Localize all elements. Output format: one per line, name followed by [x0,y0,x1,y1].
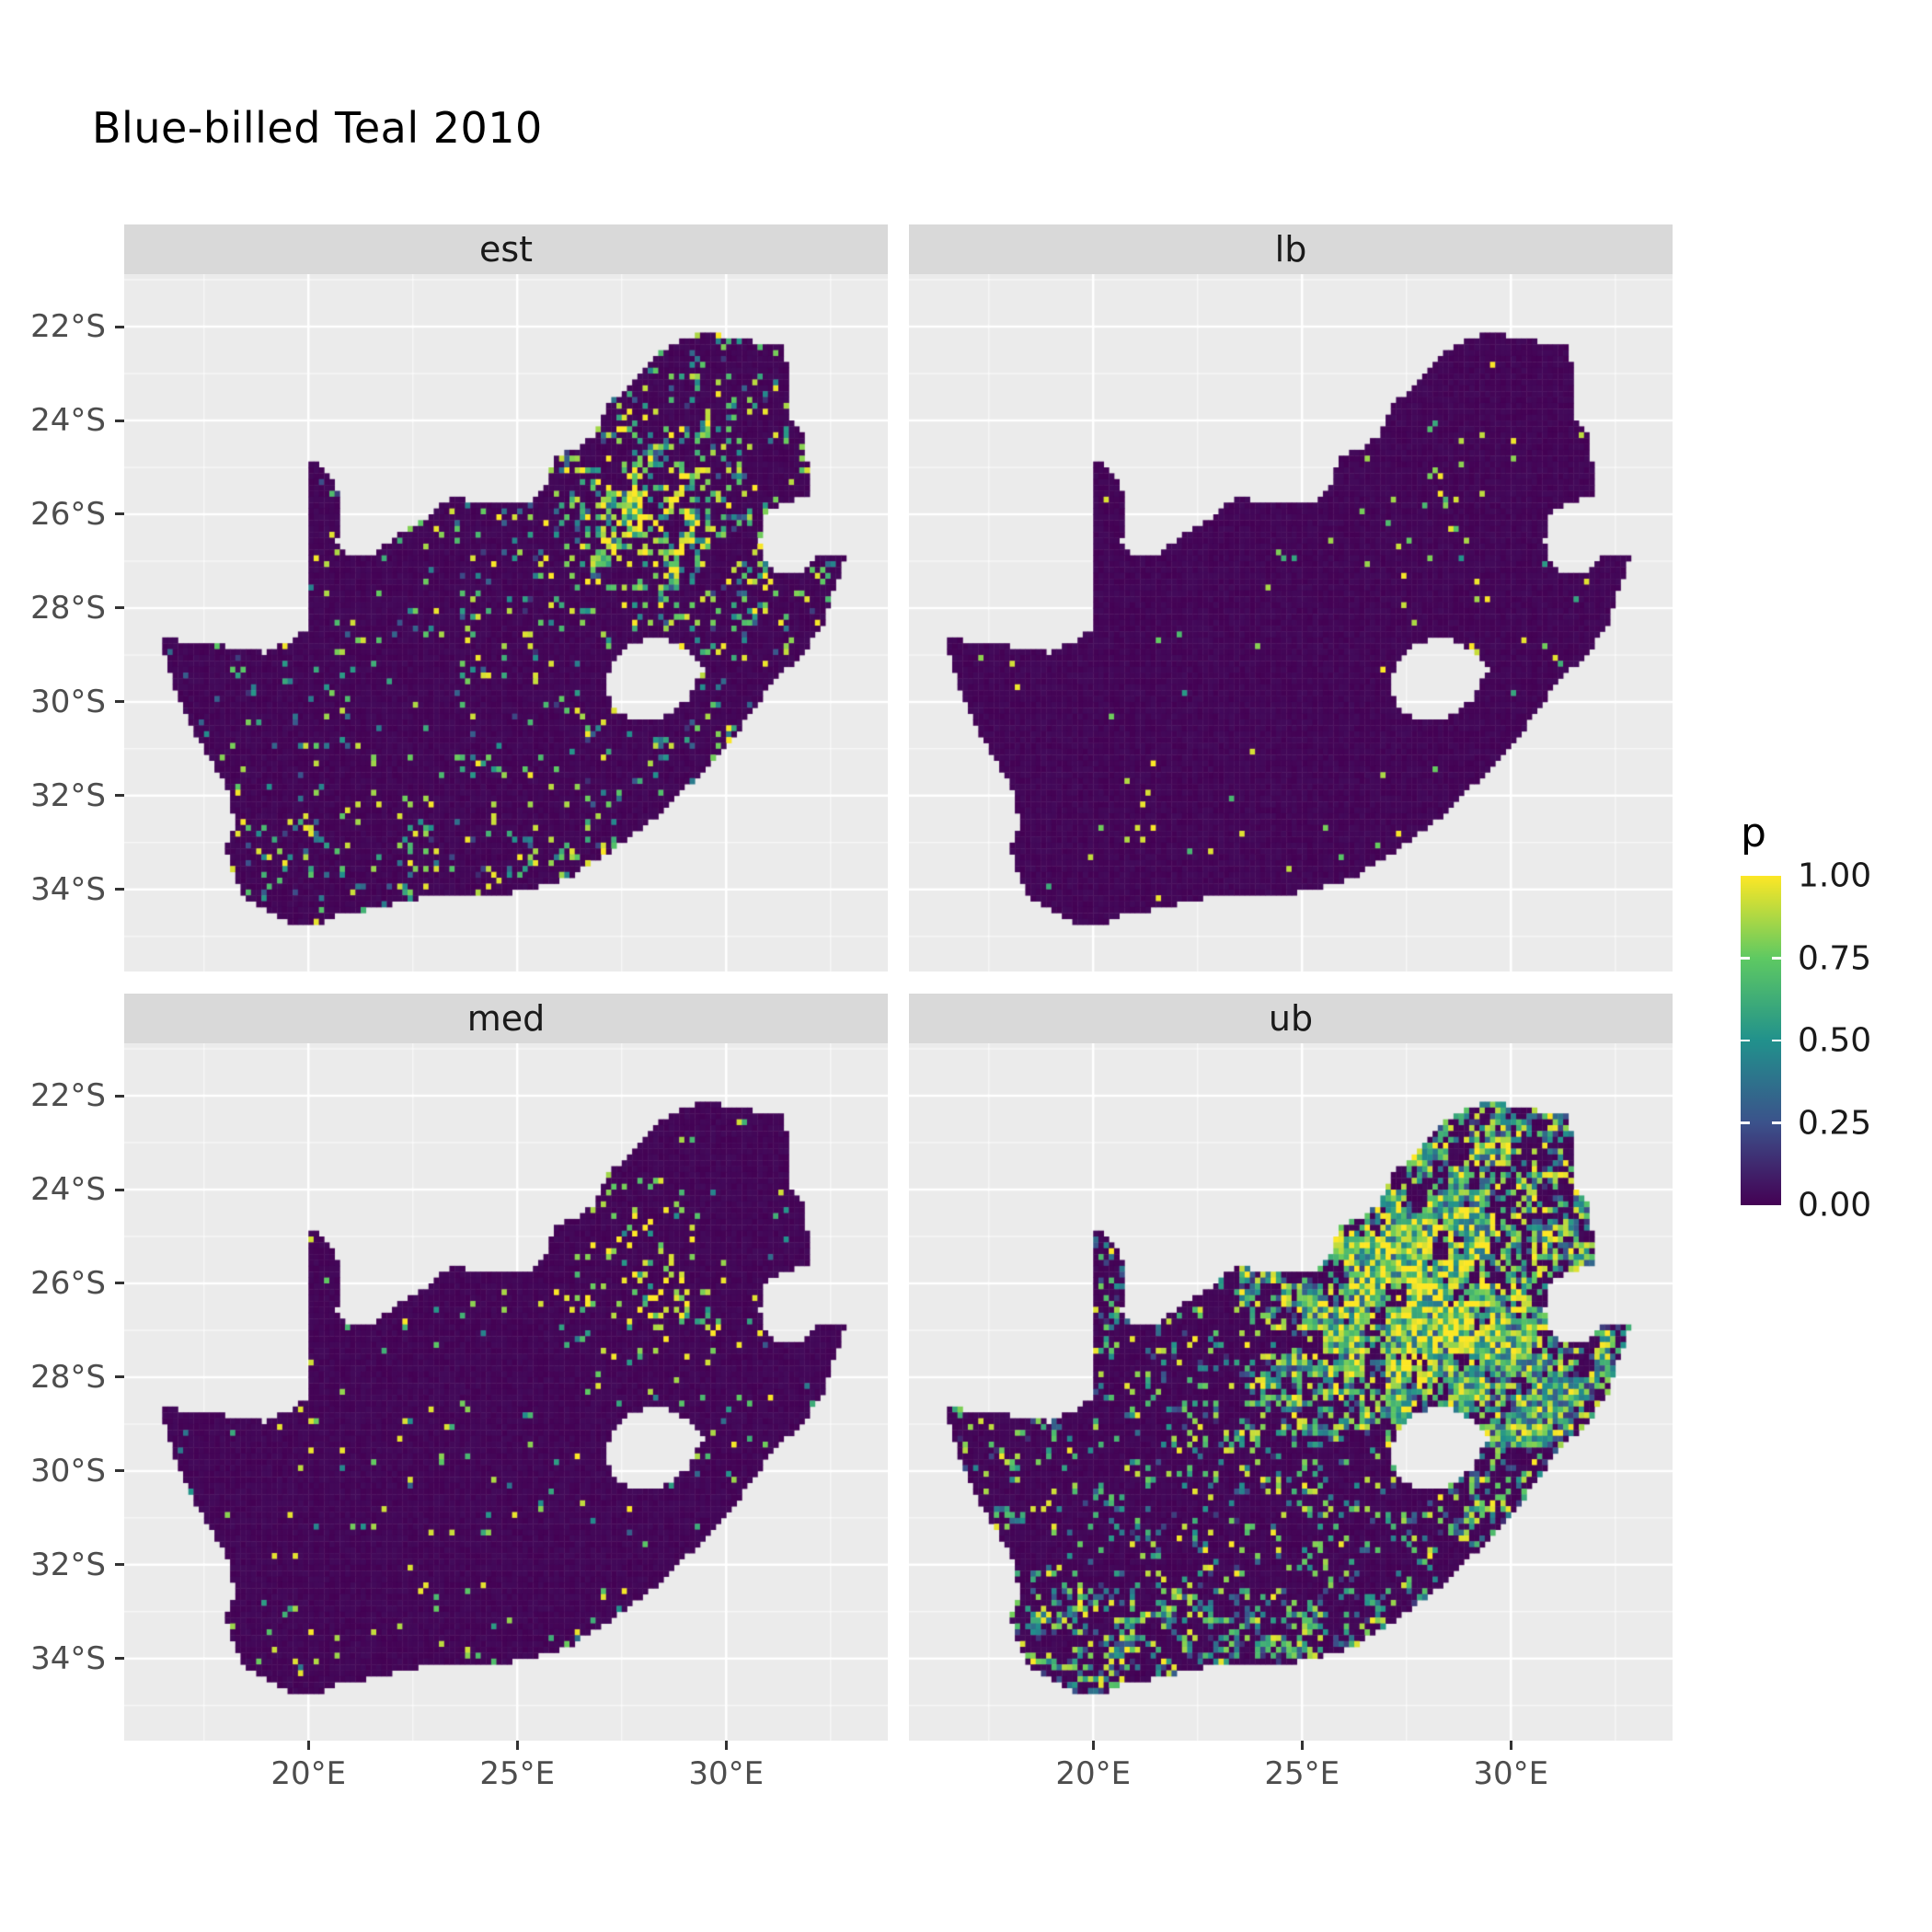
y-tick-label: 26°S [30,1264,106,1302]
legend-colorbar-tick [1741,957,1750,960]
facet-strip-est: est [124,224,888,274]
legend-tick-label: 1.00 [1798,857,1872,895]
legend-tick-label: 0.25 [1798,1104,1872,1142]
x-tick-label: 30°E [688,1755,765,1792]
x-tick-label: 20°E [1055,1755,1132,1792]
legend-colorbar-tick [1741,1121,1750,1124]
y-tick-mark [115,888,124,891]
map-panel-med [124,1043,888,1741]
y-tick-mark [115,606,124,610]
legend-tick-label: 0.75 [1798,939,1872,977]
y-tick-label: 22°S [30,1077,106,1115]
y-tick-label: 34°S [30,1639,106,1677]
y-tick-mark [115,700,124,704]
legend-colorbar-tick [1772,957,1781,960]
y-tick-mark [115,1188,124,1191]
y-tick-label: 30°S [30,1452,106,1489]
map-panel-est [124,274,888,972]
y-tick-label: 28°S [30,1358,106,1396]
legend-title: p [1741,810,1766,857]
x-tick-mark [1509,1741,1512,1750]
x-tick-label: 25°E [1264,1755,1340,1792]
y-tick-mark [115,1469,124,1473]
chart-title: Blue-billed Teal 2010 [92,103,543,153]
x-tick-mark [1300,1741,1304,1750]
y-tick-label: 22°S [30,308,106,346]
y-tick-label: 30°S [30,683,106,720]
y-tick-mark [115,1657,124,1661]
legend-colorbar-tick [1772,1121,1781,1124]
facet-strip-med: med [124,994,888,1043]
x-tick-label: 20°E [270,1755,347,1792]
legend-colorbar-tick [1772,1039,1781,1042]
legend-colorbar-tick [1741,1039,1750,1042]
y-tick-label: 34°S [30,870,106,908]
x-tick-mark [1091,1741,1095,1750]
y-tick-mark [115,794,124,798]
y-tick-mark [115,1282,124,1285]
facet-strip-ub: ub [909,994,1673,1043]
map-panel-ub [909,1043,1673,1741]
y-tick-label: 32°S [30,776,106,814]
y-tick-mark [115,1375,124,1379]
y-tick-mark [115,512,124,516]
legend-tick-label: 0.50 [1798,1021,1872,1060]
map-panel-lb [909,274,1673,972]
y-tick-label: 28°S [30,589,106,627]
x-tick-mark [724,1741,728,1750]
y-tick-label: 26°S [30,495,106,533]
y-tick-mark [115,1094,124,1098]
y-tick-mark [115,419,124,422]
y-tick-mark [115,1563,124,1567]
facet-strip-lb: lb [909,224,1673,274]
y-tick-label: 24°S [30,1171,106,1209]
y-tick-label: 32°S [30,1546,106,1583]
x-tick-mark [306,1741,310,1750]
x-tick-label: 25°E [479,1755,556,1792]
y-tick-label: 24°S [30,402,106,440]
y-tick-mark [115,325,124,328]
x-tick-label: 30°E [1473,1755,1549,1792]
legend-tick-label: 0.00 [1798,1186,1872,1225]
x-tick-mark [515,1741,519,1750]
